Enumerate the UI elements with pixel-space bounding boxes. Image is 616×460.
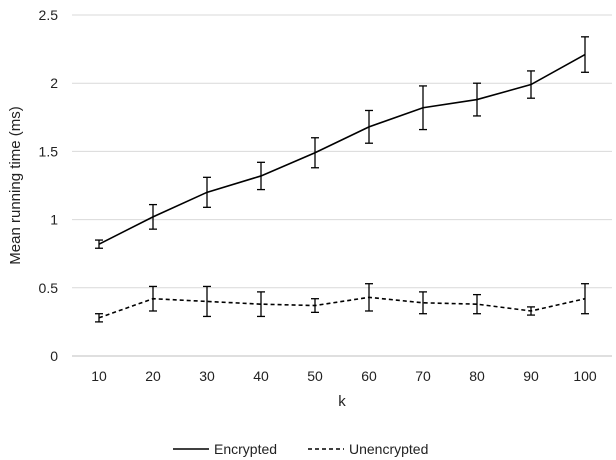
x-axis-title: k: [338, 393, 346, 410]
error-bar: [257, 161, 265, 191]
error-bar: [149, 285, 157, 312]
x-tick-label: 100: [573, 368, 597, 384]
legend-label-unencrypted: Unencrypted: [349, 441, 428, 457]
y-tick-label: 2: [50, 75, 58, 91]
error-bar: [473, 293, 481, 315]
x-tick-label: 60: [361, 368, 377, 384]
error-bar: [203, 285, 211, 318]
x-tick-label: 20: [145, 368, 161, 384]
error-bar: [149, 203, 157, 230]
x-tick-label: 40: [253, 368, 269, 384]
y-tick-label: 0: [50, 348, 58, 364]
y-tick-label: 2.5: [39, 7, 59, 23]
error-bar: [527, 306, 535, 316]
y-axis-title: Mean running time (ms): [7, 106, 24, 264]
x-tick-label: 90: [523, 368, 539, 384]
y-tick-label: 1.5: [39, 143, 59, 159]
error-bar: [203, 176, 211, 208]
y-tick-label: 1: [50, 212, 58, 228]
series-encrypted: [95, 36, 589, 249]
x-tick-labels: 10 20 30 40 50 60 70 80 90 100: [91, 368, 597, 384]
y-tick-labels: 0 0.5 1 1.5 2 2.5: [39, 7, 59, 364]
error-bar: [581, 283, 589, 315]
x-tick-label: 10: [91, 368, 107, 384]
error-bar: [527, 70, 535, 99]
error-bar: [95, 313, 103, 323]
x-tick-label: 50: [307, 368, 323, 384]
error-bar: [365, 283, 373, 312]
error-bar: [311, 137, 319, 169]
y-tick-label: 0.5: [39, 280, 59, 296]
series-line-unencrypted: [98, 296, 586, 319]
x-tick-label: 80: [469, 368, 485, 384]
error-bar: [95, 239, 103, 249]
legend: Encrypted Unencrypted: [173, 441, 428, 457]
x-tick-label: 70: [415, 368, 431, 384]
error-bar: [419, 85, 427, 131]
series-line-encrypted: [98, 53, 586, 245]
error-bar: [257, 291, 265, 318]
legend-label-encrypted: Encrypted: [214, 441, 277, 457]
error-bar: [581, 36, 589, 73]
error-bar: [311, 298, 319, 314]
error-bar: [365, 109, 373, 144]
error-bar: [419, 291, 427, 315]
gridlines: [72, 14, 612, 289]
error-bar: [473, 82, 481, 117]
series-layer: [95, 36, 589, 323]
series-unencrypted: [95, 283, 589, 323]
x-tick-label: 30: [199, 368, 215, 384]
